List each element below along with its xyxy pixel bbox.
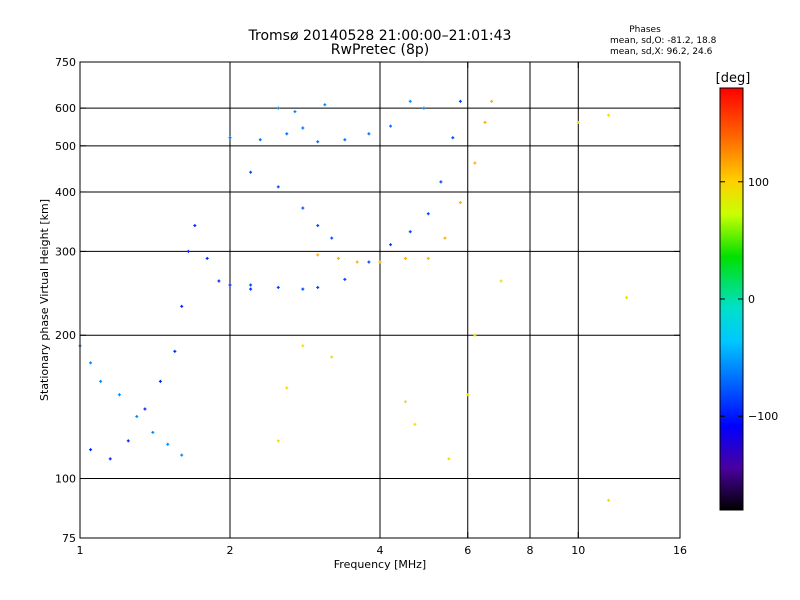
y-tick-label: 500 — [55, 140, 76, 153]
plot-area: 1 2 4 6 8 10 16 75 100 200 300 400 500 600 750 — [55, 56, 687, 557]
y-tick-label: 400 — [55, 186, 76, 199]
y-tick-label: 75 — [62, 532, 76, 545]
x-tick-label: 10 — [571, 544, 585, 557]
colorbar-ticks: 100 0 −100 — [720, 176, 778, 423]
stats-o: mean, sd,O: -81.2, 18.8 — [610, 36, 717, 46]
stats-label: Phases — [629, 25, 661, 35]
x-tick-label: 1 — [77, 544, 84, 557]
x-tick-label: 6 — [464, 544, 471, 557]
x-axis-label: Frequency [MHz] — [334, 558, 426, 571]
colorbar-unit: [deg] — [716, 71, 751, 86]
y-tick-label: 100 — [55, 473, 76, 486]
y-tick-label: 750 — [55, 56, 76, 69]
x-tick-label: 2 — [227, 544, 234, 557]
x-tick-label: 4 — [377, 544, 384, 557]
y-axis-label: Stationary phase Virtual Height [km] — [38, 199, 51, 401]
x-tick-label: 16 — [673, 544, 687, 557]
y-tick-label: 200 — [55, 329, 76, 342]
x-tick-label: 8 — [527, 544, 534, 557]
colorbar-tick-label: 0 — [748, 293, 755, 306]
stats-x: mean, sd,X: 96.2, 24.6 — [610, 47, 713, 57]
chart-title: Tromsø 20140528 21:00:00–21:01:43 — [248, 28, 512, 44]
y-tick-label: 300 — [55, 245, 76, 258]
chart-subtitle: RwPretec (8p) — [331, 42, 429, 58]
colorbar-tick-label: −100 — [748, 410, 778, 423]
y-tick-label: 600 — [55, 102, 76, 115]
colorbar-tick-label: 100 — [748, 176, 769, 189]
